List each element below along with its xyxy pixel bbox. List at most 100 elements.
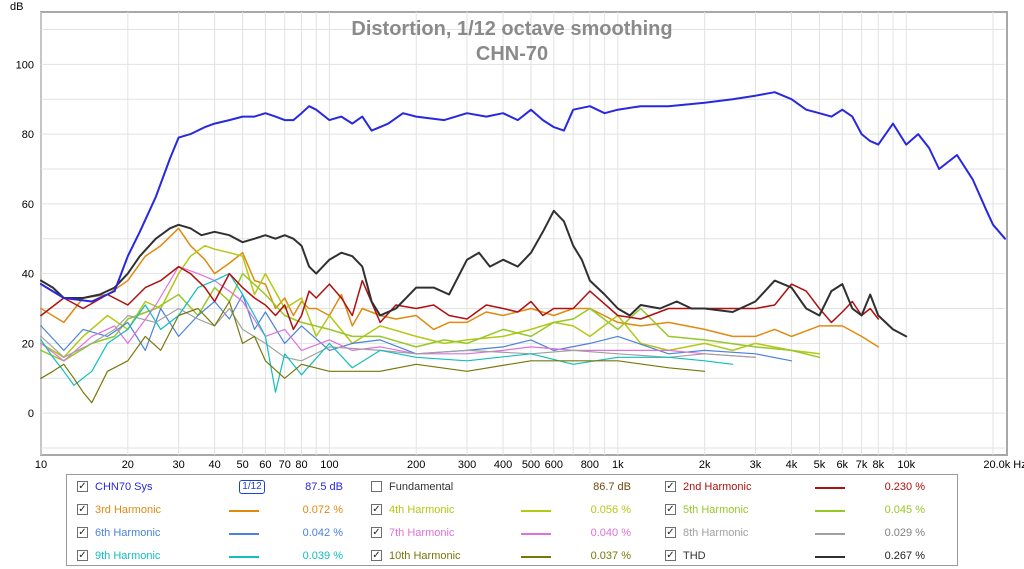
legend-label: 6th Harmonic: [95, 527, 161, 539]
legend-checkbox-7th-harmonic[interactable]: ✓: [371, 527, 382, 538]
y-tick-label: 60: [22, 199, 34, 211]
legend-checkbox-2nd-harmonic[interactable]: ✓: [665, 481, 676, 492]
legend-item-8th-harmonic: ✓ 8th Harmonic 0.029 %: [665, 523, 955, 545]
legend-checkbox-thd[interactable]: ✓: [665, 550, 676, 561]
x-tick-label: 80: [295, 459, 307, 471]
y-tick-label: 0: [28, 408, 34, 420]
chart-title: Distortion, 1/12 octave smoothing: [351, 18, 672, 40]
y-tick-label: 20: [22, 338, 34, 350]
legend-swatch: [815, 556, 845, 558]
legend-swatch: [521, 556, 551, 558]
legend-value: 0.040 %: [590, 527, 631, 539]
x-tick-label: 6k: [836, 459, 848, 471]
x-tick-label: 70: [279, 459, 291, 471]
x-tick-label: 2k: [699, 459, 711, 471]
legend-value: 0.056 %: [590, 504, 631, 516]
series-line-10th-harmonic: [40, 300, 706, 404]
series-line-3rd-harmonic: [40, 227, 880, 348]
legend-checkbox-chn70-sys[interactable]: ✓: [77, 481, 88, 492]
x-tick-label: 100: [320, 459, 338, 471]
legend-swatch: [521, 533, 551, 535]
legend-label: 9th Harmonic: [95, 550, 161, 562]
x-tick-label: 5k: [814, 459, 826, 471]
legend-checkbox-8th-harmonic[interactable]: ✓: [665, 527, 676, 538]
legend-checkbox-5th-harmonic[interactable]: ✓: [665, 504, 676, 515]
x-tick-label: 40: [209, 459, 221, 471]
x-tick-label: 800: [581, 459, 599, 471]
legend-swatch: [815, 533, 845, 535]
x-tick-label: 10k: [897, 459, 915, 471]
legend-checkbox-4th-harmonic[interactable]: ✓: [371, 504, 382, 515]
legend-label: 10th Harmonic: [389, 550, 461, 562]
legend-label: 7th Harmonic: [389, 527, 455, 539]
legend-item-2nd-harmonic: ✓ 2nd Harmonic 0.230 %: [665, 477, 955, 499]
legend-item-4th-harmonic: ✓ 4th Harmonic 0.056 %: [371, 500, 661, 522]
plot-area: [40, 11, 1008, 456]
legend-label: THD: [683, 550, 706, 562]
legend-value: 0.042 %: [302, 527, 343, 539]
series-line-9th-harmonic: [40, 273, 734, 393]
legend-item-thd: ✓ THD 0.267 %: [665, 546, 955, 568]
legend-value: 0.037 %: [590, 550, 631, 562]
legend-swatch: [815, 487, 845, 489]
legend-label: 4th Harmonic: [389, 504, 455, 516]
legend-item-7th-harmonic: ✓ 7th Harmonic 0.040 %: [371, 523, 661, 545]
smoothing-button[interactable]: 1/12: [239, 480, 265, 494]
x-tick-label: 3k: [750, 459, 762, 471]
x-tick-label: 8k: [872, 459, 884, 471]
legend-label: 3rd Harmonic: [95, 504, 162, 516]
series-line-chn70-sys: [40, 91, 1006, 303]
x-tick-label: 50: [236, 459, 248, 471]
legend-swatch: [521, 510, 551, 512]
x-tick-label: 60: [259, 459, 271, 471]
legend-checkbox-3rd-harmonic[interactable]: ✓: [77, 504, 88, 515]
legend-swatch: [229, 556, 259, 558]
x-tick-label: 20: [122, 459, 134, 471]
legend-value: 0.072 %: [302, 504, 343, 516]
legend-checkbox-6th-harmonic[interactable]: ✓: [77, 527, 88, 538]
legend-label: 8th Harmonic: [683, 527, 749, 539]
x-tick-label: 7k: [856, 459, 868, 471]
series-line-8th-harmonic: [40, 307, 757, 362]
x-tick-label: 30: [172, 459, 184, 471]
legend-value: 0.045 %: [884, 504, 925, 516]
x-tick-label: 200: [407, 459, 425, 471]
x-tick-label: 20.0k Hz: [983, 459, 1024, 471]
legend-label: Fundamental: [389, 481, 454, 493]
legend-checkbox-fundamental[interactable]: [371, 481, 382, 492]
legend-value: 87.5 dB: [305, 481, 343, 493]
legend-value: 0.230 %: [884, 481, 925, 493]
legend-row: ✓ CHN70 Sys 1/12 87.5 dB Fundamental 86.7 dB ✓…: [67, 477, 957, 499]
legend-item-10th-harmonic: ✓ 10th Harmonic 0.037 %: [371, 546, 661, 568]
legend-label: CHN70 Sys: [95, 481, 153, 493]
legend-label: 5th Harmonic: [683, 504, 749, 516]
legend-value: 0.267 %: [884, 550, 925, 562]
legend-checkbox-9th-harmonic[interactable]: ✓: [77, 550, 88, 561]
legend-value: 0.029 %: [884, 527, 925, 539]
x-tick-label: 500: [522, 459, 540, 471]
x-tick-label: 600: [545, 459, 563, 471]
y-tick-label: 40: [22, 269, 34, 281]
series-line-5th-harmonic: [40, 272, 821, 362]
x-tick-label: 400: [494, 459, 512, 471]
series-line-7th-harmonic: [40, 266, 757, 362]
legend-item-9th-harmonic: ✓ 9th Harmonic 0.039 %: [77, 546, 367, 568]
legend-item-fundamental: Fundamental 86.7 dB: [371, 477, 661, 499]
legend-checkbox-10th-harmonic[interactable]: ✓: [371, 550, 382, 561]
y-tick-label: 80: [22, 129, 34, 141]
legend-swatch: [229, 533, 259, 535]
legend-value: 86.7 dB: [593, 481, 631, 493]
legend-row: ✓ 6th Harmonic 0.042 % ✓ 7th Harmonic 0.040 %…: [67, 523, 957, 545]
legend-panel: ✓ CHN70 Sys 1/12 87.5 dB Fundamental 86.7 dB ✓…: [66, 474, 958, 566]
grid: [40, 12, 1005, 455]
legend-item-chn70-sys: ✓ CHN70 Sys 1/12 87.5 dB: [77, 477, 367, 499]
x-tick-label: 1k: [612, 459, 624, 471]
legend-row: ✓ 3rd Harmonic 0.072 % ✓ 4th Harmonic 0.056 %…: [67, 500, 957, 522]
x-tick-label: 10: [35, 459, 47, 471]
x-tick-label: 4k: [786, 459, 798, 471]
y-tick-label: 100: [16, 59, 34, 71]
distortion-chart: 10 20 30 40 50 60 70 80 100 200 300 400 500 600 800 1k 2…: [10, 1, 1024, 471]
x-tick-label: 300: [458, 459, 476, 471]
series-line-thd: [40, 209, 908, 338]
legend-swatch: [815, 510, 845, 512]
